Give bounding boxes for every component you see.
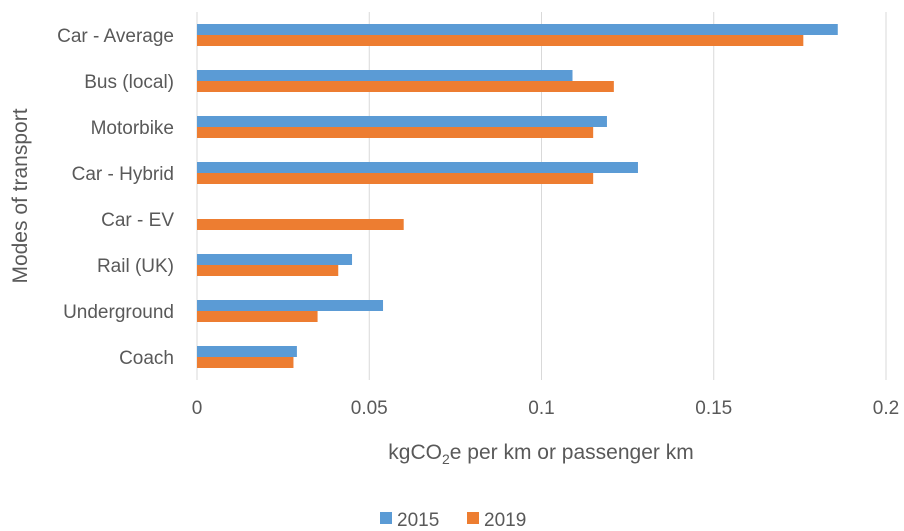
x-axis-tick-labels: 0 0.05 0.1 0.15 0.2 [192, 398, 900, 419]
x-tick-label: 0 [192, 398, 203, 419]
legend-label: 2019 [484, 510, 526, 531]
y-category-label: Coach [119, 348, 174, 369]
y-category-label: Car - EV [101, 210, 174, 231]
y-category-label: Motorbike [91, 118, 174, 139]
y-category-label: Rail (UK) [97, 256, 174, 277]
y-category-label: Car - Average [57, 26, 174, 47]
bar-2015 [197, 116, 607, 127]
y-category-label: Car - Hybrid [72, 164, 174, 185]
bar-2015 [197, 70, 573, 81]
bars [197, 24, 838, 368]
bar-2019 [197, 127, 594, 138]
x-tick-label: 0.05 [351, 398, 388, 419]
x-tick-label: 0.15 [695, 398, 732, 419]
y-category-label: Underground [63, 302, 174, 323]
legend: 2015 2019 [380, 510, 526, 531]
bar-2015 [197, 162, 638, 173]
bar-2019 [197, 357, 294, 368]
y-axis-title: Modes of transport [9, 108, 32, 283]
bar-2019 [197, 35, 804, 46]
bar-2015 [197, 24, 838, 35]
legend-swatch-2019 [467, 512, 479, 524]
bar-2019 [197, 219, 404, 230]
bar-2019 [197, 311, 318, 322]
y-category-label: Bus (local) [84, 72, 174, 93]
bar-2019 [197, 265, 339, 276]
bar-2015 [197, 300, 384, 311]
bar-2015 [197, 254, 353, 265]
bar-2019 [197, 173, 594, 184]
x-tick-label: 0.1 [528, 398, 554, 419]
bar-2019 [197, 81, 614, 92]
gridlines [196, 12, 887, 380]
legend-label: 2015 [397, 510, 439, 531]
x-axis-title: kgCO2e per km or passenger km [388, 441, 693, 467]
legend-swatch-2015 [380, 512, 392, 524]
x-tick-label: 0.2 [873, 398, 899, 419]
y-axis-category-labels: Car - Average Bus (local) Motorbike Car - H… [57, 26, 174, 369]
bar-2015 [197, 346, 297, 357]
